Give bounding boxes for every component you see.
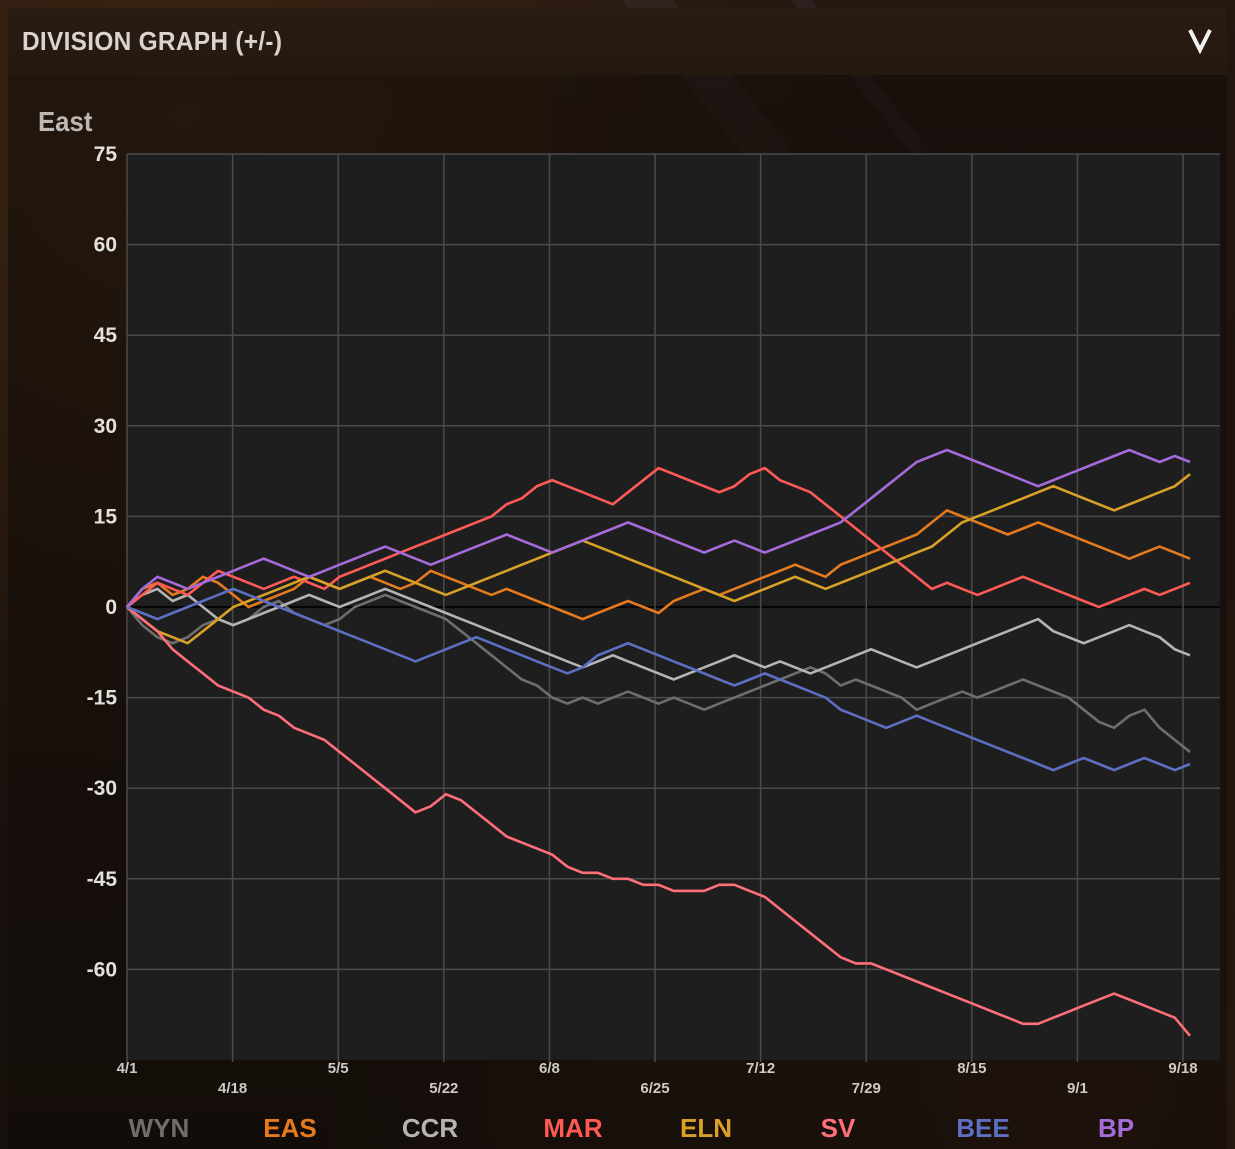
legend-item-eln[interactable]: ELN — [680, 1113, 732, 1143]
series-line-eln — [126, 473, 1191, 645]
legend-item-sv[interactable]: SV — [821, 1113, 856, 1143]
legend-item-bp[interactable]: BP — [1098, 1113, 1134, 1143]
y-tick-label: -30 — [87, 777, 117, 800]
division-label: East — [38, 106, 93, 137]
legend-item-ccr[interactable]: CCR — [402, 1113, 459, 1143]
series-line-sv — [126, 605, 1191, 1037]
x-tick-label: 9/18 — [1168, 1060, 1197, 1077]
y-tick-label: -45 — [87, 868, 118, 891]
series-line-bp — [126, 448, 1191, 608]
x-tick-label: 4/1 — [117, 1060, 138, 1077]
x-tick-label: 5/22 — [429, 1080, 458, 1097]
legend-item-bee[interactable]: BEE — [956, 1113, 1009, 1143]
panel-header: DIVISION GRAPH (+/-) — [8, 8, 1227, 75]
x-tick-label: 8/15 — [957, 1060, 986, 1077]
x-tick-label: 9/1 — [1067, 1080, 1088, 1097]
y-tick-label: 75 — [94, 143, 118, 166]
x-tick-label: 6/8 — [539, 1060, 560, 1077]
legend-item-mar[interactable]: MAR — [543, 1113, 602, 1143]
x-tick-label: 6/25 — [640, 1080, 669, 1097]
x-tick-label: 7/12 — [746, 1060, 775, 1077]
series-line-ccr — [126, 587, 1191, 681]
y-tick-label: -15 — [87, 687, 118, 710]
y-tick-label: 45 — [94, 324, 118, 347]
y-tick-label: 60 — [94, 234, 117, 257]
x-tick-label: 7/29 — [852, 1080, 881, 1097]
chevron-down-icon — [1188, 29, 1212, 54]
legend-item-eas[interactable]: EAS — [263, 1113, 316, 1143]
series-line-mar — [126, 466, 1191, 609]
collapse-button[interactable] — [1183, 20, 1217, 60]
series-line-bee — [126, 587, 1191, 772]
x-tick-label: 4/18 — [218, 1080, 247, 1097]
x-tick-label: 5/5 — [328, 1060, 349, 1077]
legend-item-wyn[interactable]: WYN — [129, 1113, 190, 1143]
y-tick-label: 15 — [94, 505, 118, 528]
panel-title: DIVISION GRAPH (+/-) — [22, 26, 283, 56]
y-tick-label: -60 — [87, 958, 117, 981]
y-tick-label: 30 — [94, 415, 117, 438]
y-tick-label: 0 — [105, 596, 117, 619]
